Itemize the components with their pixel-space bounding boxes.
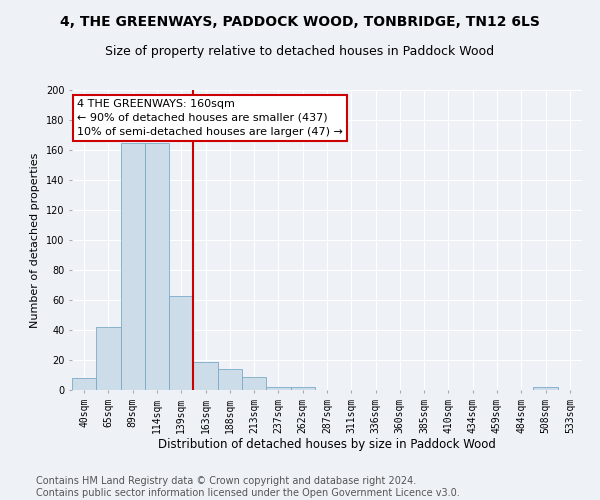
Bar — [121, 142, 145, 390]
X-axis label: Distribution of detached houses by size in Paddock Wood: Distribution of detached houses by size … — [158, 438, 496, 452]
Bar — [290, 387, 315, 390]
Text: Size of property relative to detached houses in Paddock Wood: Size of property relative to detached ho… — [106, 45, 494, 58]
Bar — [266, 387, 290, 390]
Bar — [96, 327, 121, 390]
Bar — [533, 387, 558, 390]
Y-axis label: Number of detached properties: Number of detached properties — [31, 152, 40, 328]
Bar — [72, 378, 96, 390]
Text: 4 THE GREENWAYS: 160sqm
← 90% of detached houses are smaller (437)
10% of semi-d: 4 THE GREENWAYS: 160sqm ← 90% of detache… — [77, 99, 343, 137]
Text: Contains HM Land Registry data © Crown copyright and database right 2024.
Contai: Contains HM Land Registry data © Crown c… — [36, 476, 460, 498]
Bar — [193, 362, 218, 390]
Bar — [169, 296, 193, 390]
Bar — [218, 369, 242, 390]
Text: 4, THE GREENWAYS, PADDOCK WOOD, TONBRIDGE, TN12 6LS: 4, THE GREENWAYS, PADDOCK WOOD, TONBRIDG… — [60, 15, 540, 29]
Bar — [242, 376, 266, 390]
Bar — [145, 142, 169, 390]
